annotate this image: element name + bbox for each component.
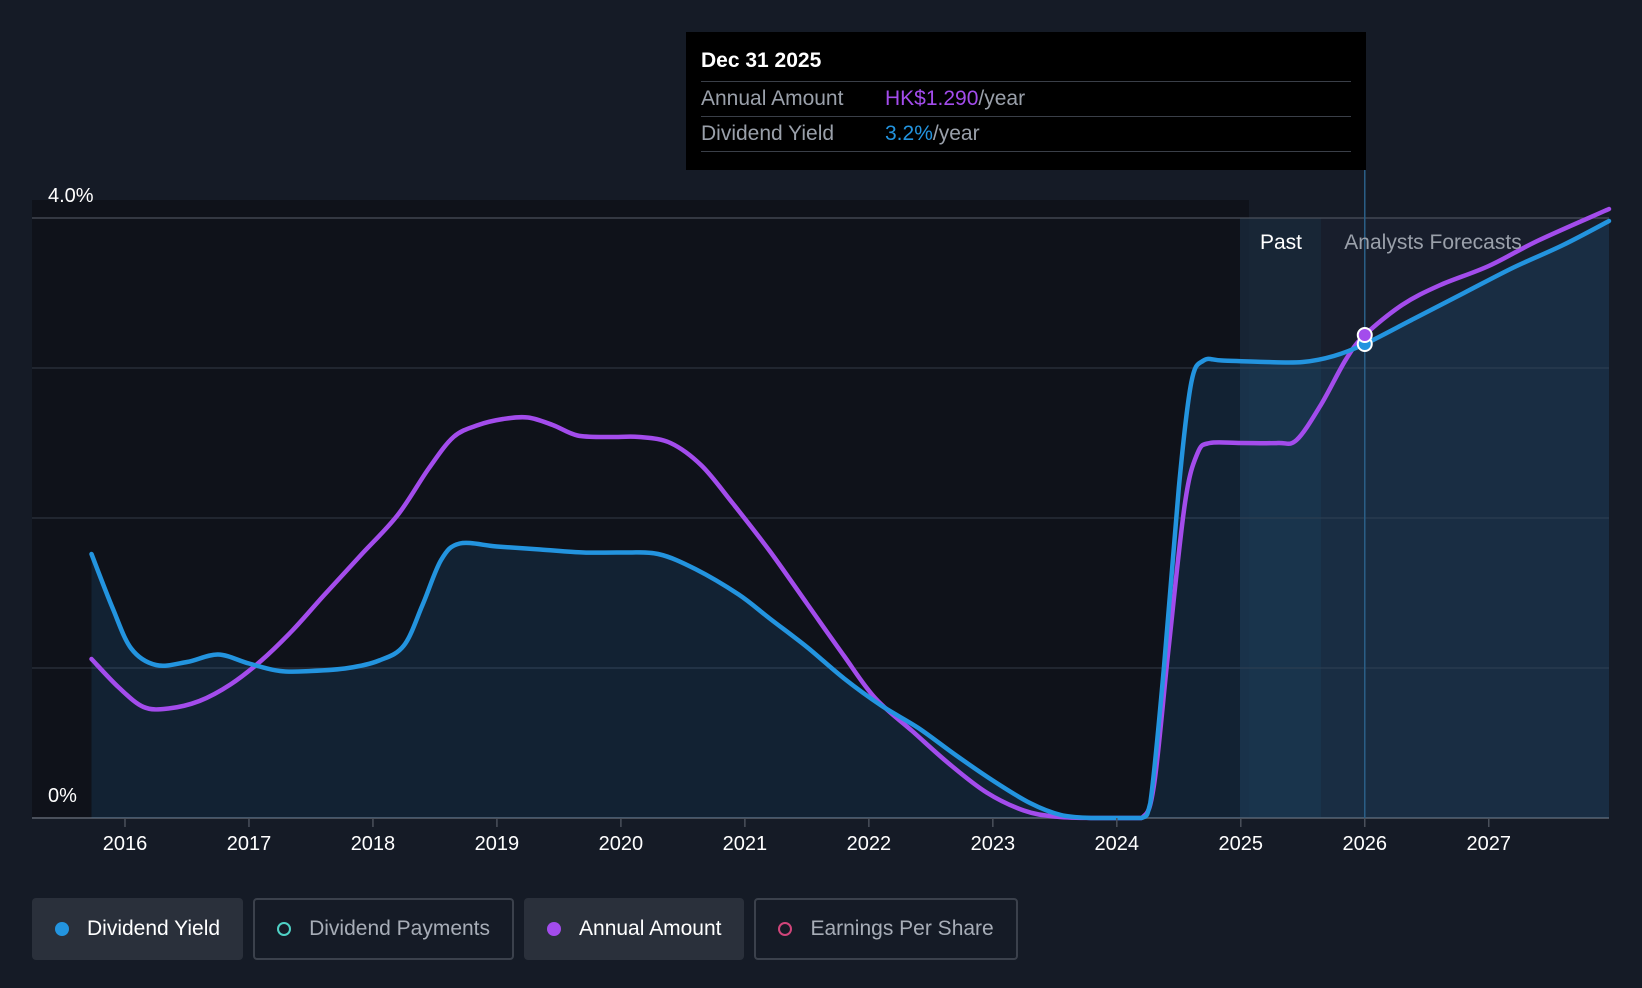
- x-tick-label: 2025: [1219, 833, 1264, 855]
- x-tick-label: 2021: [723, 833, 768, 855]
- x-axis-ticks: 2016 2017 2018 2019 2020 2021 2022 2023 2024 2025…: [103, 818, 1511, 855]
- x-tick-label: 2016: [103, 833, 148, 855]
- tooltip-annual-value: HK$1.290: [885, 87, 979, 110]
- legend-dividend-yield-label: Dividend Yield: [87, 917, 221, 940]
- chart-legend: Dividend Yield Dividend Payments Annual …: [32, 898, 1018, 960]
- x-tick-label: 2026: [1343, 833, 1388, 855]
- legend-annual-amount-button[interactable]: Annual Amount: [524, 898, 745, 960]
- legend-earnings-per-share-icon: [778, 922, 793, 936]
- tooltip-date: Dec 31 2025: [701, 46, 1351, 82]
- x-tick-label: 2024: [1095, 833, 1140, 855]
- legend-annual-amount-label: Annual Amount: [579, 917, 722, 940]
- past-region-label: Past: [1260, 231, 1302, 254]
- annual-amount-marker[interactable]: [1356, 327, 1373, 343]
- legend-dividend-payments-label: Dividend Payments: [309, 917, 491, 940]
- chart-tooltip: Dec 31 2025 Annual Amount HK$1.290 /year…: [686, 32, 1366, 170]
- legend-earnings-per-share-button[interactable]: Earnings Per Share: [754, 898, 1018, 960]
- x-tick-label: 2018: [351, 833, 396, 855]
- x-tick-label: 2017: [227, 833, 272, 855]
- legend-dividend-yield-icon: [55, 922, 69, 936]
- annual-amount-line[interactable]: [89, 206, 1612, 821]
- x-tick-label: 2019: [475, 833, 520, 855]
- tooltip-yield-label: Dividend Yield: [701, 122, 835, 145]
- legend-earnings-per-share-label: Earnings Per Share: [810, 917, 994, 940]
- tooltip-annual-label: Annual Amount: [701, 87, 844, 110]
- x-tick-label: 2027: [1466, 833, 1511, 855]
- y-axis-label-top: 4.0%: [48, 185, 94, 207]
- x-tick-label: 2023: [971, 833, 1016, 855]
- tooltip-yield-value: 3.2%: [885, 122, 933, 145]
- legend-annual-amount-icon: [547, 922, 562, 936]
- x-tick-label: 2020: [599, 833, 644, 855]
- y-axis-label-bottom: 0%: [48, 785, 77, 807]
- legend-dividend-yield-button[interactable]: Dividend Yield: [32, 898, 244, 960]
- x-tick-label: 2022: [847, 833, 892, 855]
- tooltip-yield-row: Dividend Yield 3.2% /year: [701, 117, 1351, 152]
- tooltip-annual-row: Annual Amount HK$1.290 /year: [701, 82, 1351, 117]
- dividend-yield-line[interactable]: [89, 218, 1612, 821]
- grid-lines: [32, 217, 1609, 819]
- tooltip-annual-unit: /year: [978, 87, 1026, 110]
- past-background: [32, 200, 1249, 818]
- forecast-region-label: Analysts Forecasts: [1344, 231, 1521, 254]
- tooltip-yield-unit: /year: [932, 122, 980, 145]
- legend-dividend-payments-icon: [277, 922, 292, 936]
- legend-dividend-payments-button[interactable]: Dividend Payments: [253, 898, 515, 960]
- yield-area-fill: [91, 221, 1609, 818]
